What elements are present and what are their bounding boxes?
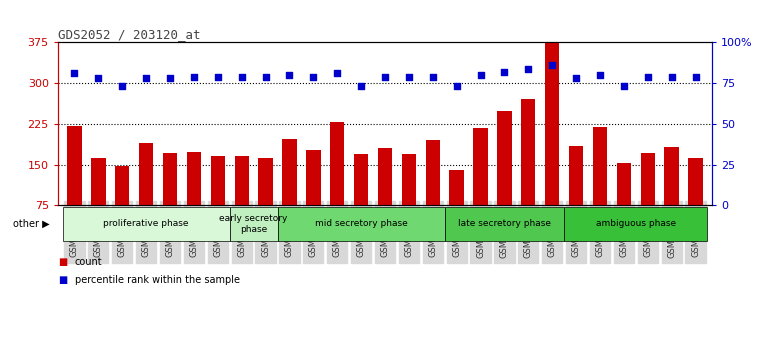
- Point: [331, 70, 343, 76]
- Bar: [354, 154, 368, 246]
- Bar: [187, 152, 201, 246]
- Point: [450, 84, 463, 89]
- Bar: [211, 156, 225, 246]
- Point: [283, 72, 296, 78]
- Bar: [665, 147, 679, 246]
- Text: other ▶: other ▶: [13, 219, 50, 229]
- Bar: [641, 153, 655, 246]
- Text: ■: ■: [58, 275, 67, 285]
- Point: [116, 84, 129, 89]
- Bar: [474, 128, 487, 246]
- Point: [594, 72, 606, 78]
- Bar: [330, 122, 344, 246]
- Bar: [545, 42, 559, 246]
- Bar: [593, 127, 608, 246]
- Bar: [67, 126, 82, 246]
- Point: [546, 62, 558, 68]
- Bar: [450, 170, 464, 246]
- Point: [355, 84, 367, 89]
- Point: [259, 74, 272, 80]
- Bar: [378, 148, 392, 246]
- Bar: [91, 158, 105, 246]
- Bar: [569, 145, 583, 246]
- Point: [188, 74, 200, 80]
- Bar: [235, 156, 249, 246]
- Bar: [139, 143, 153, 246]
- Point: [427, 74, 439, 80]
- Point: [403, 74, 415, 80]
- Text: ■: ■: [58, 257, 67, 267]
- Point: [164, 75, 176, 81]
- Text: GDS2052 / 203120_at: GDS2052 / 203120_at: [58, 28, 200, 41]
- Bar: [688, 158, 703, 246]
- Text: late secretory phase: late secretory phase: [458, 219, 551, 228]
- Text: percentile rank within the sample: percentile rank within the sample: [75, 275, 239, 285]
- Point: [522, 66, 534, 72]
- Text: early secretory
phase: early secretory phase: [219, 214, 288, 234]
- Point: [618, 84, 630, 89]
- Point: [92, 75, 105, 81]
- Point: [641, 74, 654, 80]
- Point: [689, 74, 701, 80]
- Bar: [426, 139, 440, 246]
- Bar: [115, 166, 129, 246]
- Bar: [521, 99, 535, 246]
- Point: [665, 74, 678, 80]
- Point: [212, 74, 224, 80]
- Bar: [283, 139, 296, 246]
- Text: proliferative phase: proliferative phase: [103, 219, 189, 228]
- Bar: [402, 154, 416, 246]
- Bar: [162, 153, 177, 246]
- Text: count: count: [75, 257, 102, 267]
- Point: [69, 70, 81, 76]
- Bar: [497, 112, 511, 246]
- Point: [236, 74, 248, 80]
- Point: [307, 74, 320, 80]
- Point: [570, 75, 582, 81]
- Point: [498, 69, 511, 75]
- Point: [379, 74, 391, 80]
- Bar: [259, 158, 273, 246]
- Point: [140, 75, 152, 81]
- Text: mid secretory phase: mid secretory phase: [315, 219, 407, 228]
- Bar: [306, 150, 320, 246]
- Text: ambiguous phase: ambiguous phase: [596, 219, 676, 228]
- Bar: [617, 163, 631, 246]
- Point: [474, 72, 487, 78]
